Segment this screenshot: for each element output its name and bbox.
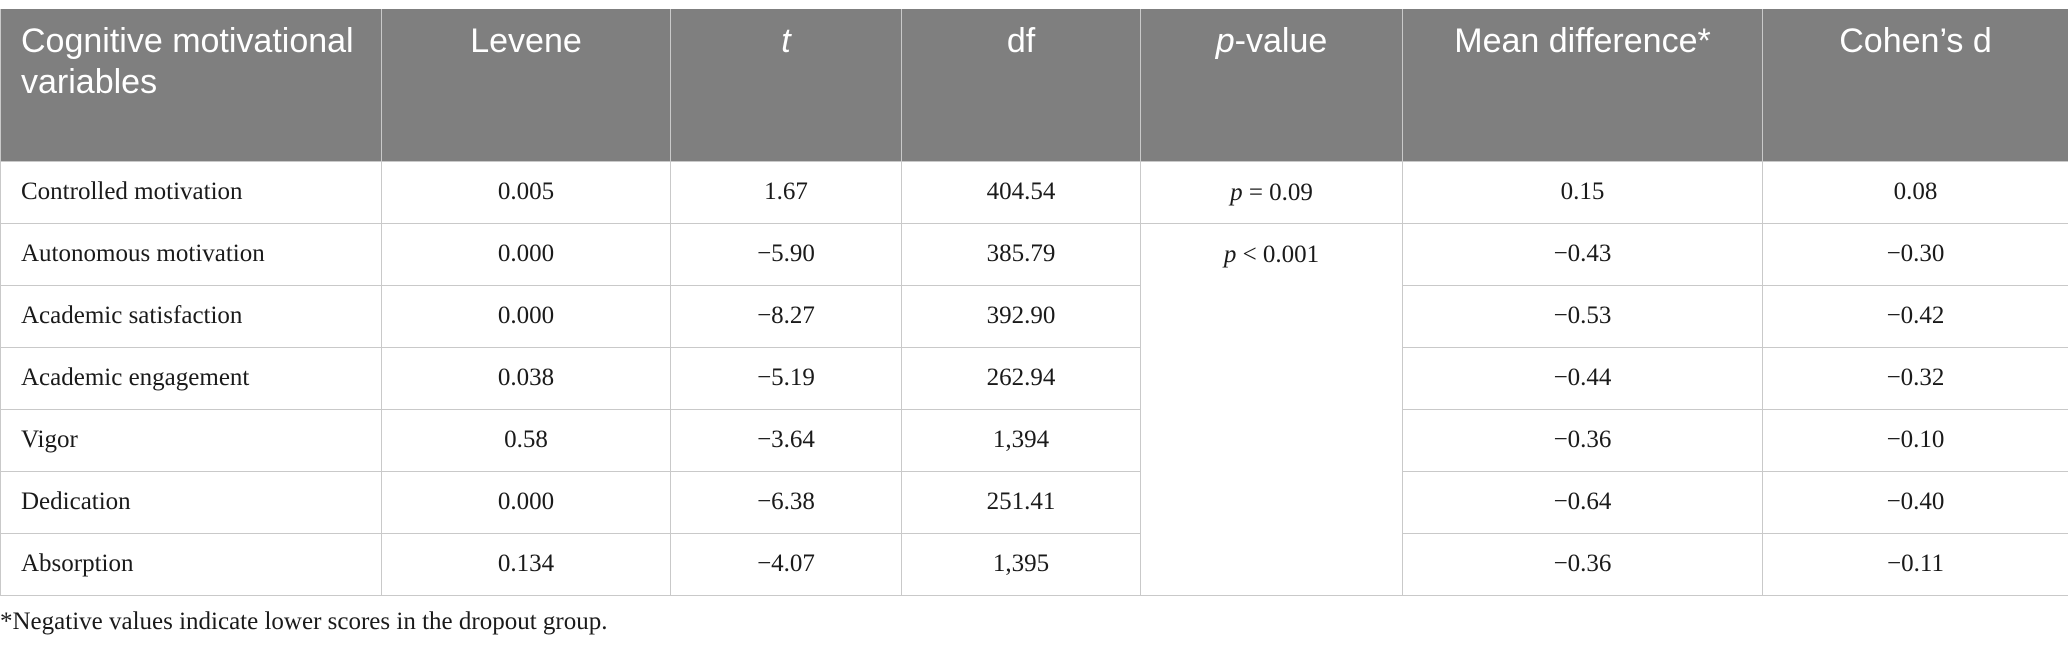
table-cell: −0.10 — [1762, 408, 2068, 472]
table-cell: 251.41 — [901, 470, 1141, 534]
table-cell: Dedication — [0, 470, 382, 534]
table-cell: 0.038 — [381, 346, 671, 410]
table-cell: 1.67 — [670, 160, 902, 224]
table-cell: 0.000 — [381, 470, 671, 534]
table-cell: 1,394 — [901, 408, 1141, 472]
italic-symbol: p — [1223, 240, 1237, 268]
header-cell: t — [670, 9, 902, 162]
table-cell: 0.005 — [381, 160, 671, 224]
header-row: Cognitive motivational variables Levene t d… — [0, 9, 2068, 162]
table-cell: −0.30 — [1762, 222, 2068, 286]
table-cell: −0.32 — [1762, 346, 2068, 410]
italic-symbol: t — [781, 22, 791, 60]
table-row: Dedication 0.000 −6.38 251.41 −0.64 −0.40 — [0, 470, 2068, 534]
header-cell: p-value — [1140, 9, 1403, 162]
table-cell: −0.36 — [1402, 532, 1763, 596]
table-cell: Academic engagement — [0, 346, 382, 410]
table-row: Vigor 0.58 −3.64 1,394 −0.36 −0.10 — [0, 408, 2068, 472]
table-row: Academic engagement 0.038 −5.19 262.94 −0.44… — [0, 346, 2068, 410]
table-row: Autonomous motivation 0.000 −5.90 385.79 p <… — [0, 222, 2068, 596]
table-cell: −0.53 — [1402, 284, 1763, 348]
table-cell: Controlled motivation — [0, 160, 382, 224]
results-table: Cognitive motivational variables Levene t d… — [0, 9, 2068, 596]
table-cell: −0.42 — [1762, 284, 2068, 348]
header-cell: Mean difference* — [1402, 9, 1763, 162]
table-cell: Academic satisfaction — [0, 284, 382, 348]
table-cell: 1,395 — [901, 532, 1141, 596]
table-cell: 0.08 — [1762, 160, 2068, 224]
table-body: Controlled motivation 0.005 1.67 404.54 p = … — [0, 160, 2068, 596]
table-cell: 0.134 — [381, 532, 671, 596]
table-cell: 0.15 — [1402, 160, 1763, 224]
table-cell: p < 0.001 — [1140, 222, 1403, 596]
cell-text: = 0.09 — [1248, 178, 1313, 206]
table-row: Absorption 0.134 −4.07 1,395 −0.36 −0.11 — [0, 532, 2068, 596]
table-cell: Absorption — [0, 532, 382, 596]
table-cell: −0.11 — [1762, 532, 2068, 596]
table-row: Academic satisfaction 0.000 −8.27 392.90 −0.… — [0, 284, 2068, 348]
table-cell: 385.79 — [901, 222, 1141, 286]
table-cell: Vigor — [0, 408, 382, 472]
table-cell: −0.36 — [1402, 408, 1763, 472]
table-cell: −4.07 — [670, 532, 902, 596]
table-cell: 0.000 — [381, 284, 671, 348]
header-cell: Cohen’s d — [1762, 9, 2068, 162]
table-row: Controlled motivation 0.005 1.67 404.54 p = … — [0, 160, 2068, 224]
table-cell: −8.27 — [670, 284, 902, 348]
table-cell: 392.90 — [901, 284, 1141, 348]
header-cell: Cognitive motivational variables — [0, 9, 382, 162]
header-cell: Levene — [381, 9, 671, 162]
table-cell: −5.90 — [670, 222, 902, 286]
table-cell: 0.000 — [381, 222, 671, 286]
header-cell: df — [901, 9, 1141, 162]
table-header: Cognitive motivational variables Levene t d… — [0, 9, 2068, 162]
table-cell: 0.58 — [381, 408, 671, 472]
table-cell: 404.54 — [901, 160, 1141, 224]
cell-text: < 0.001 — [1242, 240, 1320, 268]
footnote: *Negative values indicate lower scores i… — [0, 608, 608, 635]
table-cell: Autonomous motivation — [0, 222, 382, 286]
table-cell: −3.64 — [670, 408, 902, 472]
table-cell: 262.94 — [901, 346, 1141, 410]
table-cell: −0.64 — [1402, 470, 1763, 534]
cell-text: -value — [1234, 22, 1328, 60]
italic-symbol: p — [1230, 178, 1243, 206]
table-cell: −0.43 — [1402, 222, 1763, 286]
italic-symbol: p — [1215, 22, 1235, 60]
table-cell: p = 0.09 — [1140, 160, 1403, 224]
table-cell: −0.44 — [1402, 346, 1763, 410]
table-cell: −6.38 — [670, 470, 902, 534]
table-cell: −5.19 — [670, 346, 902, 410]
table-cell: −0.40 — [1762, 470, 2068, 534]
